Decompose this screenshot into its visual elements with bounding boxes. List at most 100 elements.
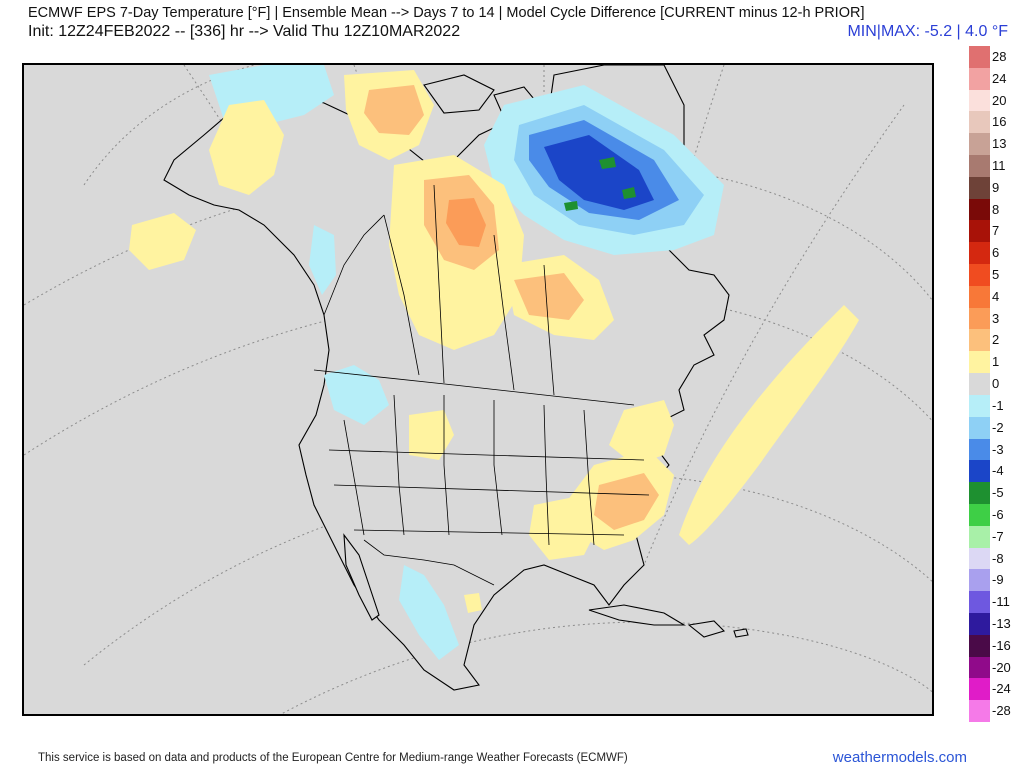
legend-row: 20 [969,89,1021,112]
legend-swatch [969,67,990,90]
legend-label: 13 [992,136,1007,152]
legend-label: 28 [992,49,1007,64]
legend-row: 9 [969,176,1021,199]
legend-label: 4 [992,288,1000,304]
legend-swatch [969,351,990,374]
legend-swatch [969,111,990,134]
map-panel [22,63,934,716]
legend-swatch [969,46,990,68]
legend-swatch [969,547,990,570]
legend-swatch [969,155,990,177]
legend-row: 13 [969,133,1021,156]
legend-swatch [969,285,990,308]
legend-row: 4 [969,285,1021,308]
legend-row: 11 [969,155,1021,177]
legend-label: 3 [992,310,1000,326]
legend-label: 8 [992,201,1000,217]
legend-row: -28 [969,700,1021,722]
legend-label: 1 [992,354,1000,370]
legend-row: 2 [969,329,1021,352]
legend-row: -6 [969,503,1021,526]
min-max-readout: MIN|MAX: -5.2 | 4.0 °F [847,23,1008,40]
legend-row: 0 [969,373,1021,395]
legend-swatch [969,176,990,199]
legend-label: 16 [992,114,1007,130]
legend-row: -24 [969,678,1021,701]
legend-row: 5 [969,264,1021,286]
footer-credit: This service is based on data and produc… [38,752,628,764]
legend-row: -8 [969,547,1021,570]
legend-swatch [969,612,990,635]
legend-swatch [969,700,990,722]
legend-swatch [969,438,990,461]
legend-label: -5 [992,485,1004,501]
legend-row: -4 [969,460,1021,483]
legend-swatch [969,482,990,504]
legend-row: 7 [969,220,1021,243]
legend-label: 20 [992,92,1007,108]
legend-label: -8 [992,550,1004,566]
legend-row: 16 [969,111,1021,134]
legend-row: -11 [969,591,1021,613]
legend-label: 5 [992,267,1000,283]
legend-label: -1 [992,397,1004,413]
legend-swatch [969,569,990,592]
legend-row: -7 [969,525,1021,548]
legend-swatch [969,307,990,330]
legend-label: 2 [992,332,1000,348]
color-legend: 28 24 20 16 13 11 9 8 7 6 5 4 3 2 1 0 -1 -2 -3 -4 -5 -6 -7 -8 -9… [969,46,1021,722]
init-valid-line: Init: 12Z24FEB2022 -- [336] hr --> Valid… [28,23,461,40]
legend-swatch [969,678,990,701]
legend-label: -3 [992,441,1004,457]
legend-swatch [969,656,990,679]
legend-label: -2 [992,419,1004,435]
legend-row: -3 [969,438,1021,461]
legend-row: 28 [969,46,1021,68]
legend-swatch [969,503,990,526]
legend-label: 6 [992,245,1000,261]
boundaries [313,184,650,586]
legend-swatch [969,242,990,265]
legend-swatch [969,89,990,112]
legend-label: -4 [992,463,1004,479]
legend-swatch [969,133,990,156]
legend-swatch [969,373,990,395]
legend-label: -24 [992,681,1011,697]
legend-swatch [969,264,990,286]
legend-label: -16 [992,637,1011,653]
legend-label: -28 [992,703,1011,719]
legend-row: -20 [969,656,1021,679]
legend-row: 24 [969,67,1021,90]
legend-label: -13 [992,615,1011,631]
legend-label: -20 [992,659,1011,675]
anomaly-shading [129,65,859,660]
legend-label: 9 [992,179,1000,195]
legend-label: -9 [992,572,1004,588]
legend-row: -13 [969,612,1021,635]
legend-row: -5 [969,482,1021,504]
legend-row: 1 [969,351,1021,374]
legend-row: -2 [969,416,1021,439]
legend-swatch [969,394,990,417]
legend-label: 11 [992,158,1006,174]
legend-row: 3 [969,307,1021,330]
legend-label: 0 [992,376,1000,392]
legend-row: -9 [969,569,1021,592]
legend-row: 8 [969,198,1021,221]
legend-swatch [969,525,990,548]
legend-label: -6 [992,506,1004,522]
legend-swatch [969,634,990,657]
footer-site-link[interactable]: weathermodels.com [832,749,967,766]
legend-swatch [969,460,990,483]
legend-swatch [969,416,990,439]
legend-swatch [969,220,990,243]
legend-label: -7 [992,528,1004,544]
legend-row: 6 [969,242,1021,265]
map-canvas [24,65,932,714]
map-title: ECMWF EPS 7-Day Temperature [°F] | Ensem… [28,5,865,21]
legend-label: -11 [992,594,1010,610]
legend-swatch [969,329,990,352]
legend-row: -1 [969,394,1021,417]
legend-row: -16 [969,634,1021,657]
legend-label: 24 [992,70,1007,86]
